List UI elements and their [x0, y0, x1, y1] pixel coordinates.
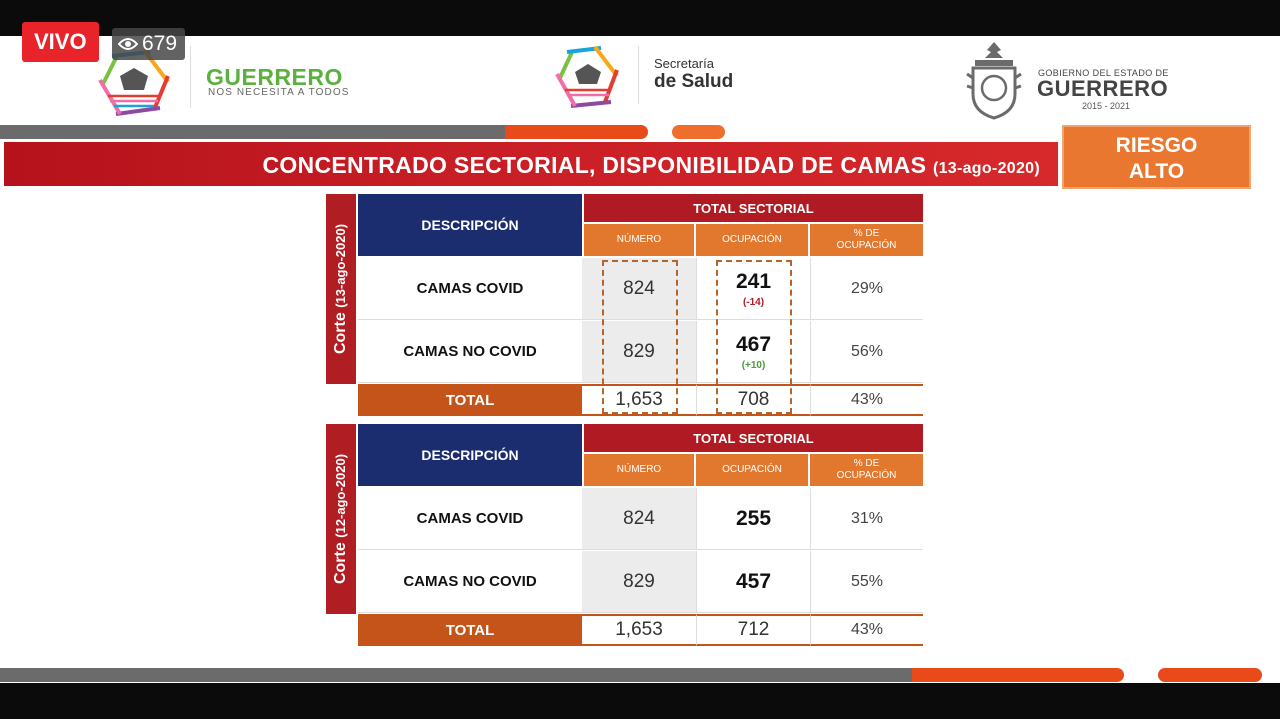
corte-text: Corte — [332, 312, 349, 355]
decor-strip — [0, 668, 912, 682]
ocupacion-delta: (+10) — [741, 359, 766, 371]
total-numero: 1,653 — [582, 614, 696, 646]
decor-strip — [672, 125, 725, 139]
total-pct: 43% — [810, 614, 923, 646]
header-pct: % DE OCUPACIÓN — [810, 454, 923, 486]
gobierno-label: GOBIERNO DEL ESTADO DE — [1038, 68, 1169, 78]
slide-title: CONCENTRADO SECTORIAL, DISPONIBILIDAD DE… — [262, 152, 1040, 179]
ocupacion-delta: (-14) — [742, 296, 765, 308]
row-ocupacion: 457 — [696, 551, 810, 613]
slide: GUERRERO NOS NECESITA A TODOS Secretaría… — [0, 36, 1280, 683]
row-label: CAMAS NO COVID — [358, 551, 582, 613]
header-total-sectorial: TOTAL SECTORIAL — [584, 194, 923, 222]
decor-strip — [1158, 668, 1262, 682]
risk-line2: ALTO — [1128, 160, 1185, 183]
ocupacion-value: 241 — [735, 269, 772, 293]
corte-date: (13-ago-2020) — [333, 223, 348, 308]
slide-title-bar: CONCENTRADO SECTORIAL, DISPONIBILIDAD DE… — [4, 142, 1058, 186]
total-pct: 43% — [810, 384, 923, 416]
video-bottom-bar — [0, 683, 1280, 719]
row-label: CAMAS COVID — [358, 258, 582, 320]
ocupacion-value: 467 — [735, 332, 772, 356]
header-total-sectorial: TOTAL SECTORIAL — [584, 424, 923, 452]
header-descripcion: DESCRIPCIÓN — [358, 424, 582, 486]
video-top-bar — [0, 0, 1280, 36]
row-numero: 824 — [582, 488, 696, 550]
live-badge: VIVO — [22, 22, 99, 62]
row-ocupacion: 255 — [696, 488, 810, 550]
header-pct: % DE OCUPACIÓN — [810, 224, 923, 256]
guerrero-state-label: GUERRERO — [1037, 76, 1169, 101]
decor-strip — [912, 668, 1124, 682]
viewer-count: 679 — [142, 32, 178, 55]
state-coat-of-arms-icon — [966, 42, 1022, 120]
corte-label-12: Corte (12-ago-2020) — [326, 424, 356, 614]
brand-guerrero: GUERRERO — [206, 64, 343, 90]
header-numero: NÚMERO — [584, 454, 694, 486]
secretaria-salud-logo — [555, 45, 619, 108]
header-divider-2 — [638, 46, 639, 104]
secretaria-label: Secretaría — [654, 56, 714, 71]
total-ocupacion: 708 — [696, 384, 810, 416]
row-pct: 56% — [810, 321, 923, 383]
risk-badge: RIESGO ALTO — [1062, 125, 1251, 189]
row-ocupacion: 467 (+10) — [696, 321, 810, 383]
total-numero: 1,653 — [582, 384, 696, 416]
header-descripcion: DESCRIPCIÓN — [358, 194, 582, 256]
slide-title-text: CONCENTRADO SECTORIAL, DISPONIBILIDAD DE… — [262, 152, 927, 178]
header-ocupacion: OCUPACIÓN — [696, 224, 808, 256]
row-pct: 55% — [810, 551, 923, 613]
header-divider — [190, 46, 191, 108]
term-years: 2015 - 2021 — [1082, 101, 1131, 111]
row-numero: 824 — [582, 258, 696, 320]
decor-strip — [505, 125, 648, 139]
beds-table-12: DESCRIPCIÓN TOTAL SECTORIAL NÚMERO OCUPA… — [358, 424, 923, 646]
corte-label-13: Corte (13-ago-2020) — [326, 194, 356, 384]
header-ocupacion: OCUPACIÓN — [696, 454, 808, 486]
viewer-count-badge: 679 — [112, 28, 186, 60]
total-ocupacion: 712 — [696, 614, 810, 646]
total-label: TOTAL — [358, 384, 582, 416]
header-numero: NÚMERO — [584, 224, 694, 256]
beds-table-13: DESCRIPCIÓN TOTAL SECTORIAL NÚMERO OCUPA… — [358, 194, 923, 416]
row-numero: 829 — [582, 321, 696, 383]
slide-title-date: (13-ago-2020) — [932, 160, 1040, 177]
eye-icon — [118, 38, 138, 50]
corte-text: Corte — [332, 542, 349, 585]
decor-strip — [0, 125, 505, 139]
row-pct: 29% — [810, 258, 923, 320]
de-salud-label: de Salud — [654, 71, 734, 92]
total-label: TOTAL — [358, 614, 582, 646]
row-numero: 829 — [582, 551, 696, 613]
risk-line1: RIESGO — [1115, 134, 1198, 157]
row-pct: 31% — [810, 488, 923, 550]
corte-date: (12-ago-2020) — [333, 453, 348, 538]
row-label: CAMAS COVID — [358, 488, 582, 550]
brand-tagline: NOS NECESITA A TODOS — [208, 87, 350, 98]
row-label: CAMAS NO COVID — [358, 321, 582, 383]
row-ocupacion: 241 (-14) — [696, 258, 810, 320]
